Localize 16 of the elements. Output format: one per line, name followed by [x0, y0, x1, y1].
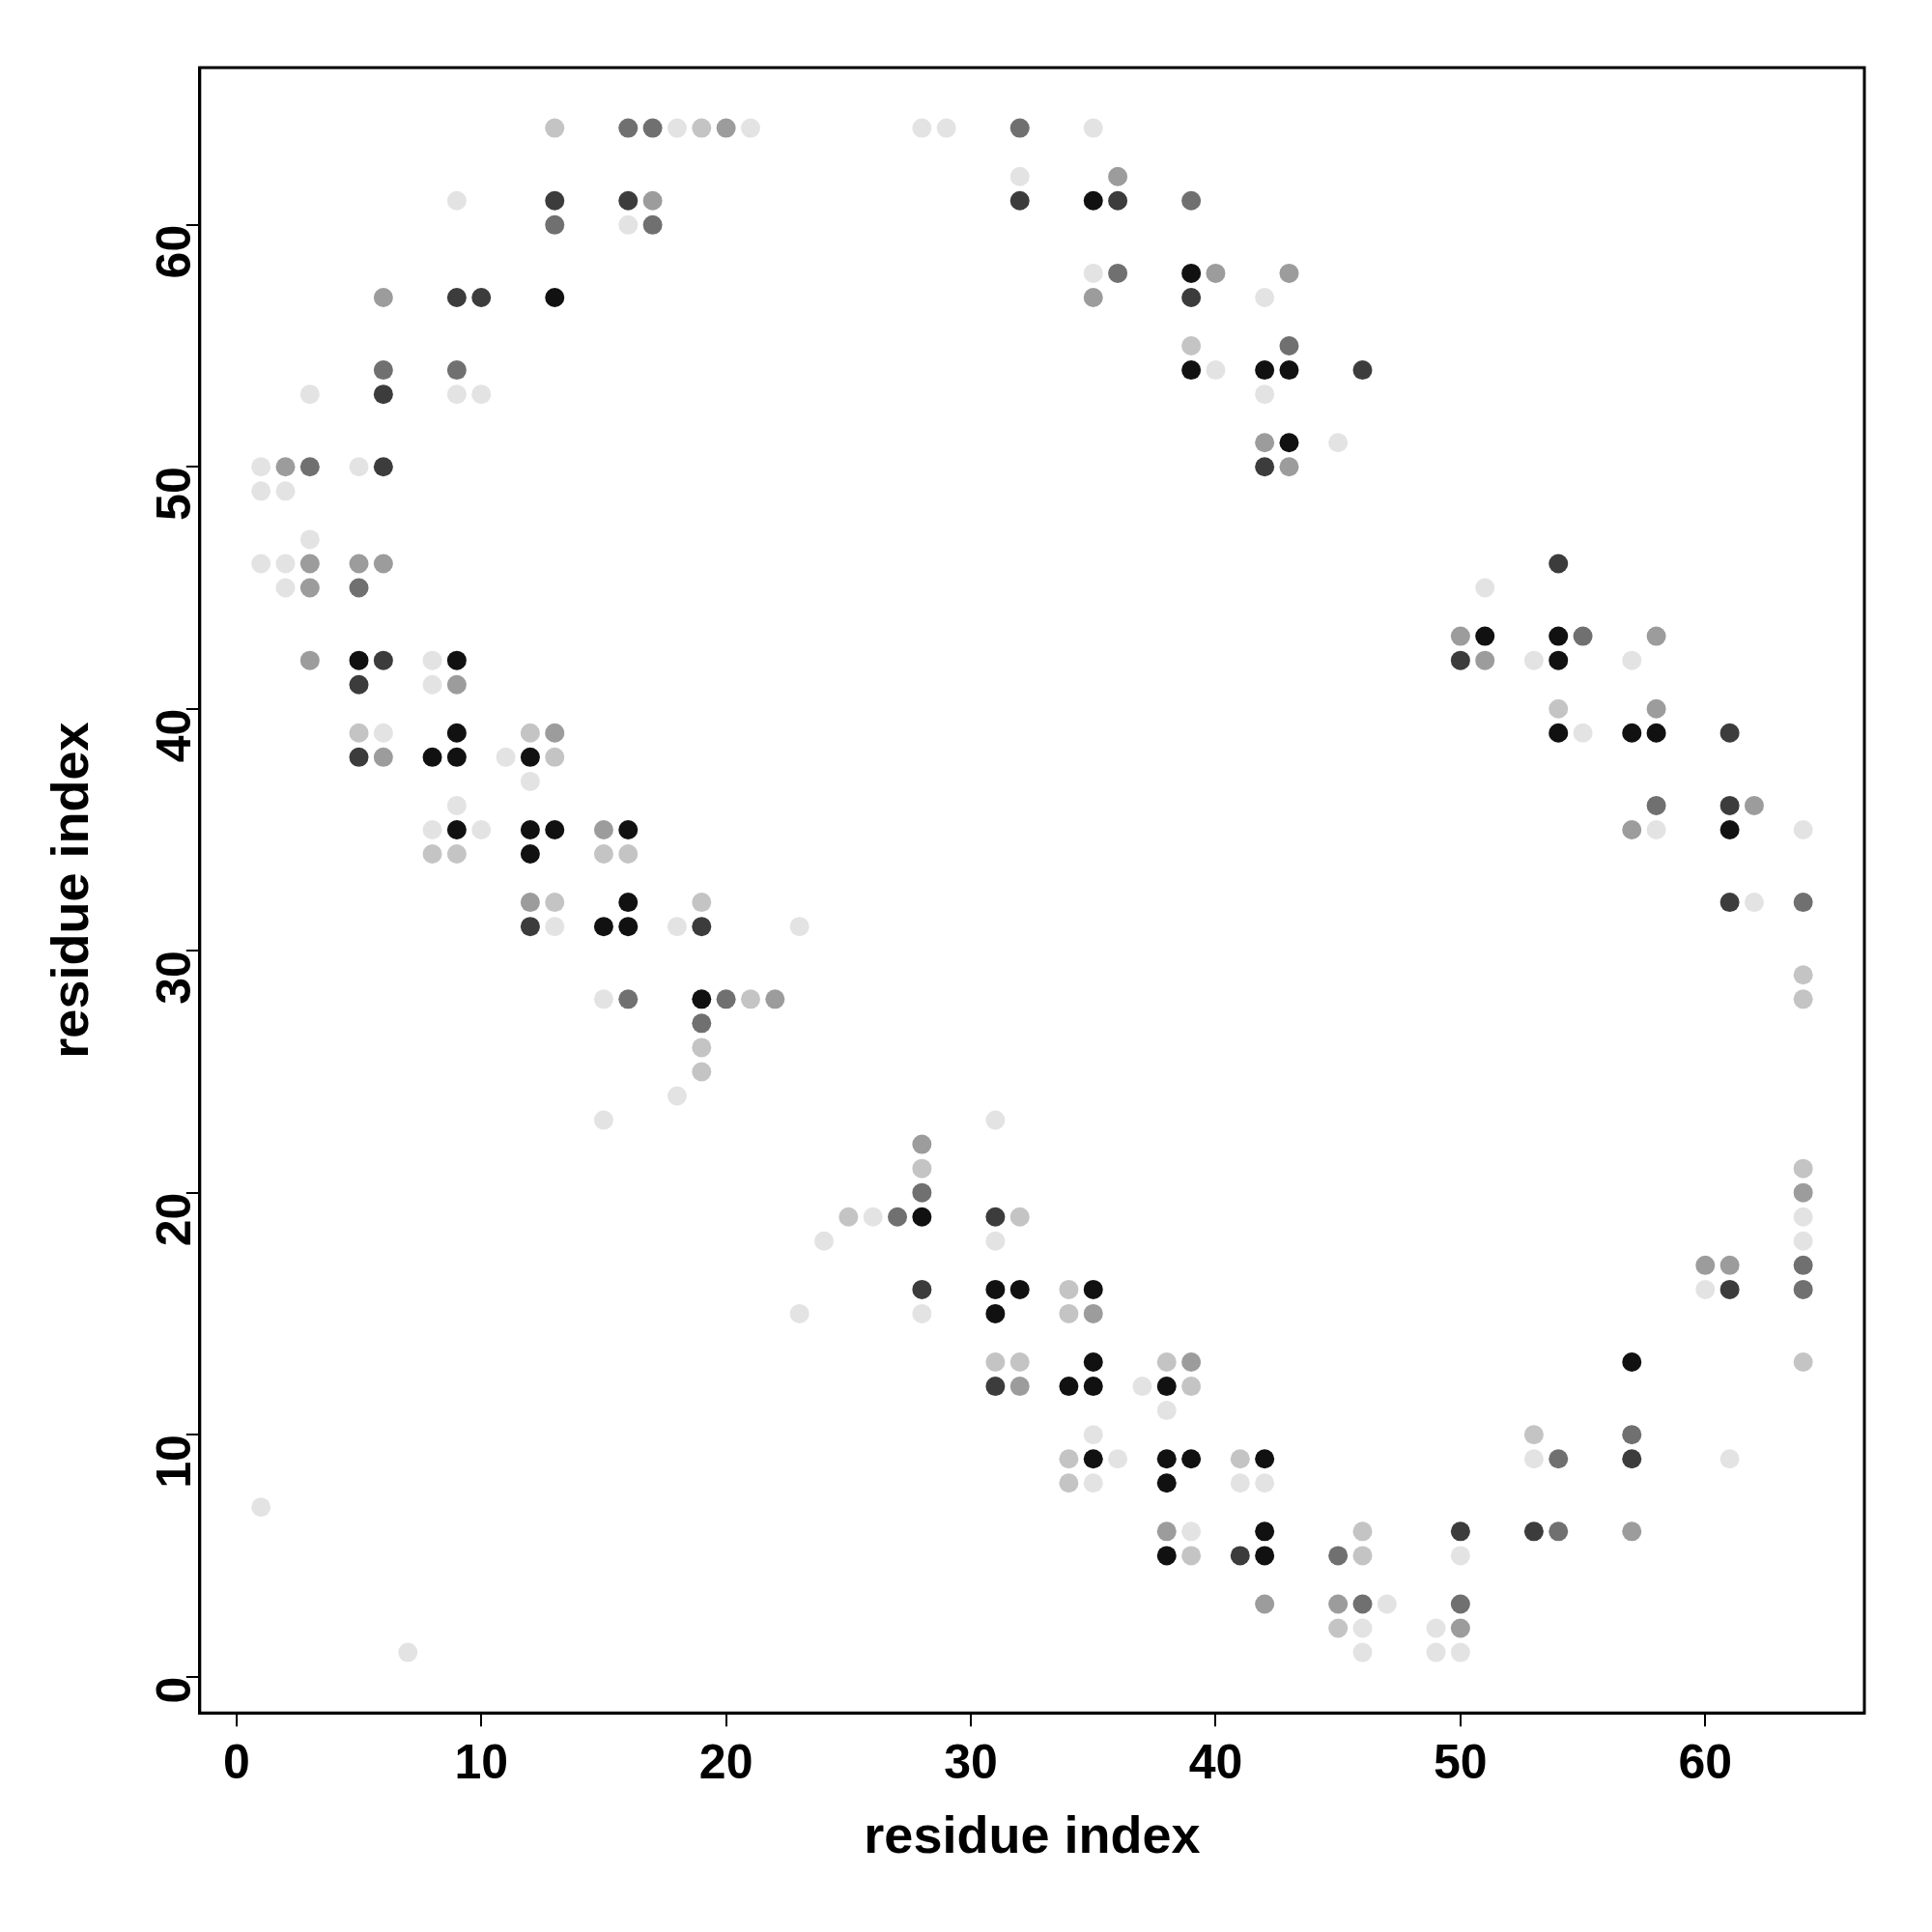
x-axis-title: residue index [864, 1805, 1201, 1864]
y-tick-label: 40 [146, 708, 201, 763]
y-tick-label: 20 [146, 1192, 201, 1247]
x-tick-label: 20 [698, 1734, 753, 1789]
x-tick-label: 40 [1188, 1734, 1243, 1789]
y-axis-title: residue index [41, 722, 99, 1059]
y-tick-label: 10 [146, 1435, 201, 1489]
y-tick-label: 50 [146, 467, 201, 521]
y-tick-label: 0 [146, 1676, 201, 1704]
x-tick-label: 10 [454, 1734, 509, 1789]
y-tick-label: 30 [146, 951, 201, 1005]
y-tick-label: 60 [146, 224, 201, 279]
x-tick-label: 30 [944, 1734, 998, 1789]
x-tick-label: 50 [1434, 1734, 1488, 1789]
x-tick-label: 60 [1678, 1734, 1733, 1789]
x-tick-label: 0 [222, 1734, 250, 1789]
